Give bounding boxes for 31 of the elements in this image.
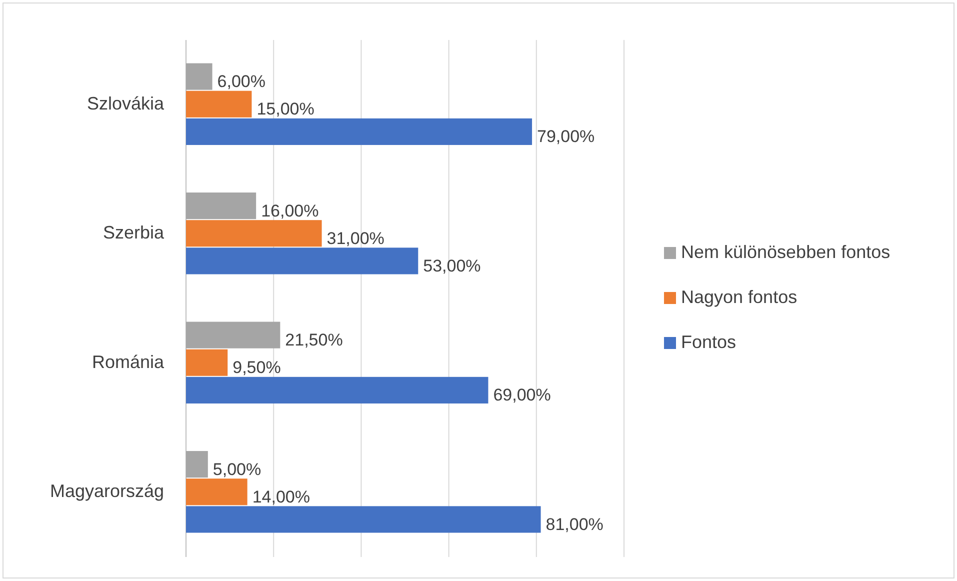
y-tick-label: Románia [92, 352, 165, 372]
data-label: 31,00% [326, 228, 384, 248]
bar [186, 451, 208, 478]
legend-label: Fontos [681, 332, 736, 352]
bar [186, 118, 532, 145]
legend-label: Nem különösebben fontos [681, 242, 890, 262]
bar [186, 90, 252, 118]
bar [186, 349, 228, 376]
data-label: 15,00% [256, 100, 314, 119]
data-label: 69,00% [493, 386, 551, 405]
bar [186, 322, 280, 348]
bar [186, 63, 212, 90]
data-label: 53,00% [423, 256, 481, 276]
legend-label: Nagyon fontos [681, 286, 798, 307]
data-label: 79,00% [537, 127, 595, 146]
bar [186, 376, 488, 404]
bar [186, 192, 256, 220]
bar [186, 506, 541, 533]
data-label: 6,00% [217, 72, 266, 92]
data-label: 9,50% [232, 358, 281, 378]
data-label: 5,00% [212, 460, 262, 479]
data-label: 14,00% [252, 487, 310, 506]
data-label: 21,50% [285, 330, 343, 350]
bar [186, 248, 418, 274]
bar [186, 220, 322, 247]
y-tick-label: Szlovákia [86, 93, 165, 114]
y-tick-label: Szerbia [102, 222, 165, 243]
bar [186, 478, 248, 506]
data-label: 16,00% [261, 201, 319, 220]
y-tick-label: Magyarország [50, 481, 164, 502]
data-label: 81,00% [546, 514, 604, 534]
